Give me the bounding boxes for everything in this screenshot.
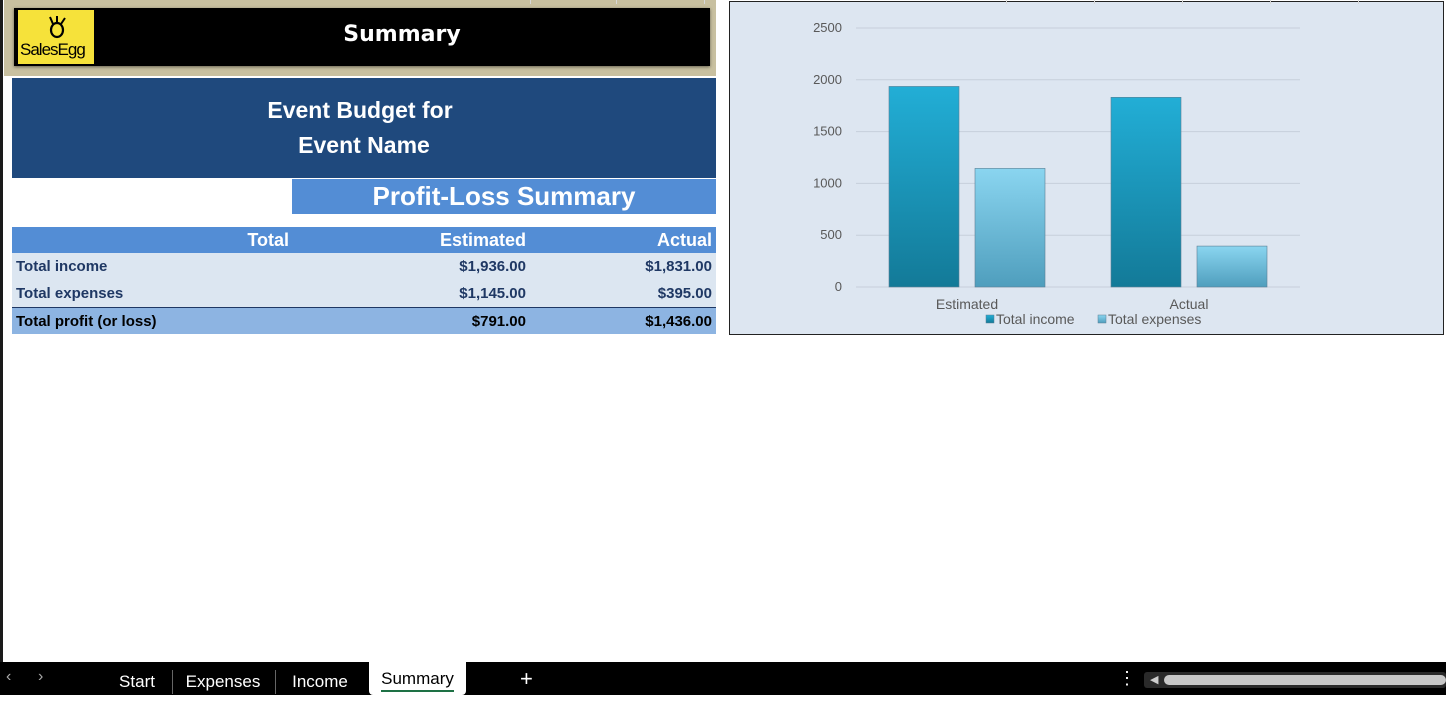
row-label: Total profit (or loss) bbox=[16, 313, 157, 330]
row-actual: $1,831.00 bbox=[645, 258, 712, 275]
bar-total-expenses bbox=[974, 168, 1046, 288]
y-tick-label: 1500 bbox=[813, 124, 842, 139]
tab-summary[interactable]: Summary bbox=[369, 662, 466, 695]
grid-line bbox=[530, 0, 531, 4]
income-expense-chart[interactable]: 0 500 1000 1500 2000 2500 Estimated Actual Total… bbox=[729, 1, 1444, 335]
table-row-total-profit[interactable]: Total profit (or loss) $791.00 $1,436.00 bbox=[12, 307, 716, 334]
tab-summary-label: Summary bbox=[381, 669, 454, 692]
grid-line bbox=[704, 0, 705, 4]
more-options-icon[interactable]: ⋮ bbox=[1118, 668, 1136, 688]
legend-swatch bbox=[985, 314, 995, 324]
horizontal-scrollbar[interactable]: ◀ bbox=[1144, 672, 1446, 688]
tab-expenses[interactable]: Expenses bbox=[185, 672, 261, 691]
sheet-tab-bar: ‹ › Start Expenses Income Summary + ⋮ ◀ bbox=[0, 662, 1446, 695]
grid-line bbox=[616, 0, 617, 4]
table-row-income[interactable]: Total income $1,936.00 $1,831.00 bbox=[12, 253, 716, 280]
profit-loss-summary-heading: Profit-Loss Summary bbox=[292, 179, 716, 214]
table-row-expenses[interactable]: Total expenses $1,145.00 $395.00 bbox=[12, 280, 716, 307]
grid-line bbox=[1270, 0, 1271, 4]
y-tick-label: 0 bbox=[835, 279, 842, 294]
logo-text: SalesEgg bbox=[20, 40, 86, 59]
row-label: Total income bbox=[16, 258, 108, 275]
tab-separator bbox=[172, 670, 173, 694]
egg-icon bbox=[49, 16, 66, 39]
y-tick-label: 1000 bbox=[813, 175, 842, 190]
scroll-left-arrow-icon[interactable]: ◀ bbox=[1150, 674, 1159, 686]
legend-swatch bbox=[1097, 314, 1107, 324]
bar-total-expenses bbox=[1196, 245, 1268, 288]
event-budget-title: Event Budget for Event Name bbox=[12, 78, 716, 178]
window-edge bbox=[0, 0, 3, 662]
header-estimated: Estimated bbox=[439, 230, 526, 250]
header-inner: SalesEgg Summary bbox=[14, 8, 710, 66]
row-estimated: $1,145.00 bbox=[459, 285, 526, 302]
scrollbar-thumb[interactable] bbox=[1164, 675, 1446, 685]
event-budget-line: Event Budget for bbox=[267, 97, 453, 123]
tab-separator bbox=[275, 670, 276, 694]
legend-entry: Total income bbox=[996, 311, 1075, 327]
legend-entry: Total expenses bbox=[1108, 311, 1201, 327]
tab-start[interactable]: Start bbox=[119, 672, 155, 691]
bar-total-income bbox=[1110, 97, 1182, 288]
grid-line bbox=[1006, 0, 1007, 4]
add-sheet-icon[interactable]: + bbox=[520, 666, 533, 691]
y-tick-label: 2000 bbox=[813, 72, 842, 87]
grid-line bbox=[1094, 0, 1095, 4]
header-total: Total bbox=[247, 230, 289, 250]
tab-scroll-right-icon[interactable]: › bbox=[38, 668, 44, 685]
header-actual: Actual bbox=[656, 230, 712, 250]
summary-table: Total Estimated Actual Total income $1,9… bbox=[12, 227, 716, 334]
row-actual: $395.00 bbox=[657, 285, 712, 302]
row-label: Total expenses bbox=[16, 285, 124, 302]
salesegg-logo: SalesEgg bbox=[18, 10, 94, 64]
bar-total-income bbox=[888, 86, 960, 288]
x-tick-label: Actual bbox=[1170, 296, 1209, 312]
header-banner: SalesEgg Summary bbox=[4, 0, 716, 76]
event-name-line: Event Name bbox=[298, 132, 430, 158]
tab-scroll-left-icon[interactable]: ‹ bbox=[6, 668, 12, 685]
x-tick-label: Estimated bbox=[936, 296, 998, 312]
tab-income[interactable]: Income bbox=[292, 672, 348, 691]
row-estimated: $1,936.00 bbox=[459, 258, 526, 275]
grid-line bbox=[1358, 0, 1359, 4]
page-title: Summary bbox=[343, 22, 461, 47]
row-estimated: $791.00 bbox=[471, 313, 526, 330]
grid-line bbox=[1182, 0, 1183, 4]
table-header-row: Total Estimated Actual bbox=[12, 227, 716, 253]
row-actual: $1,436.00 bbox=[645, 313, 712, 330]
y-tick-label: 500 bbox=[820, 227, 842, 242]
y-tick-label: 2500 bbox=[813, 20, 842, 35]
